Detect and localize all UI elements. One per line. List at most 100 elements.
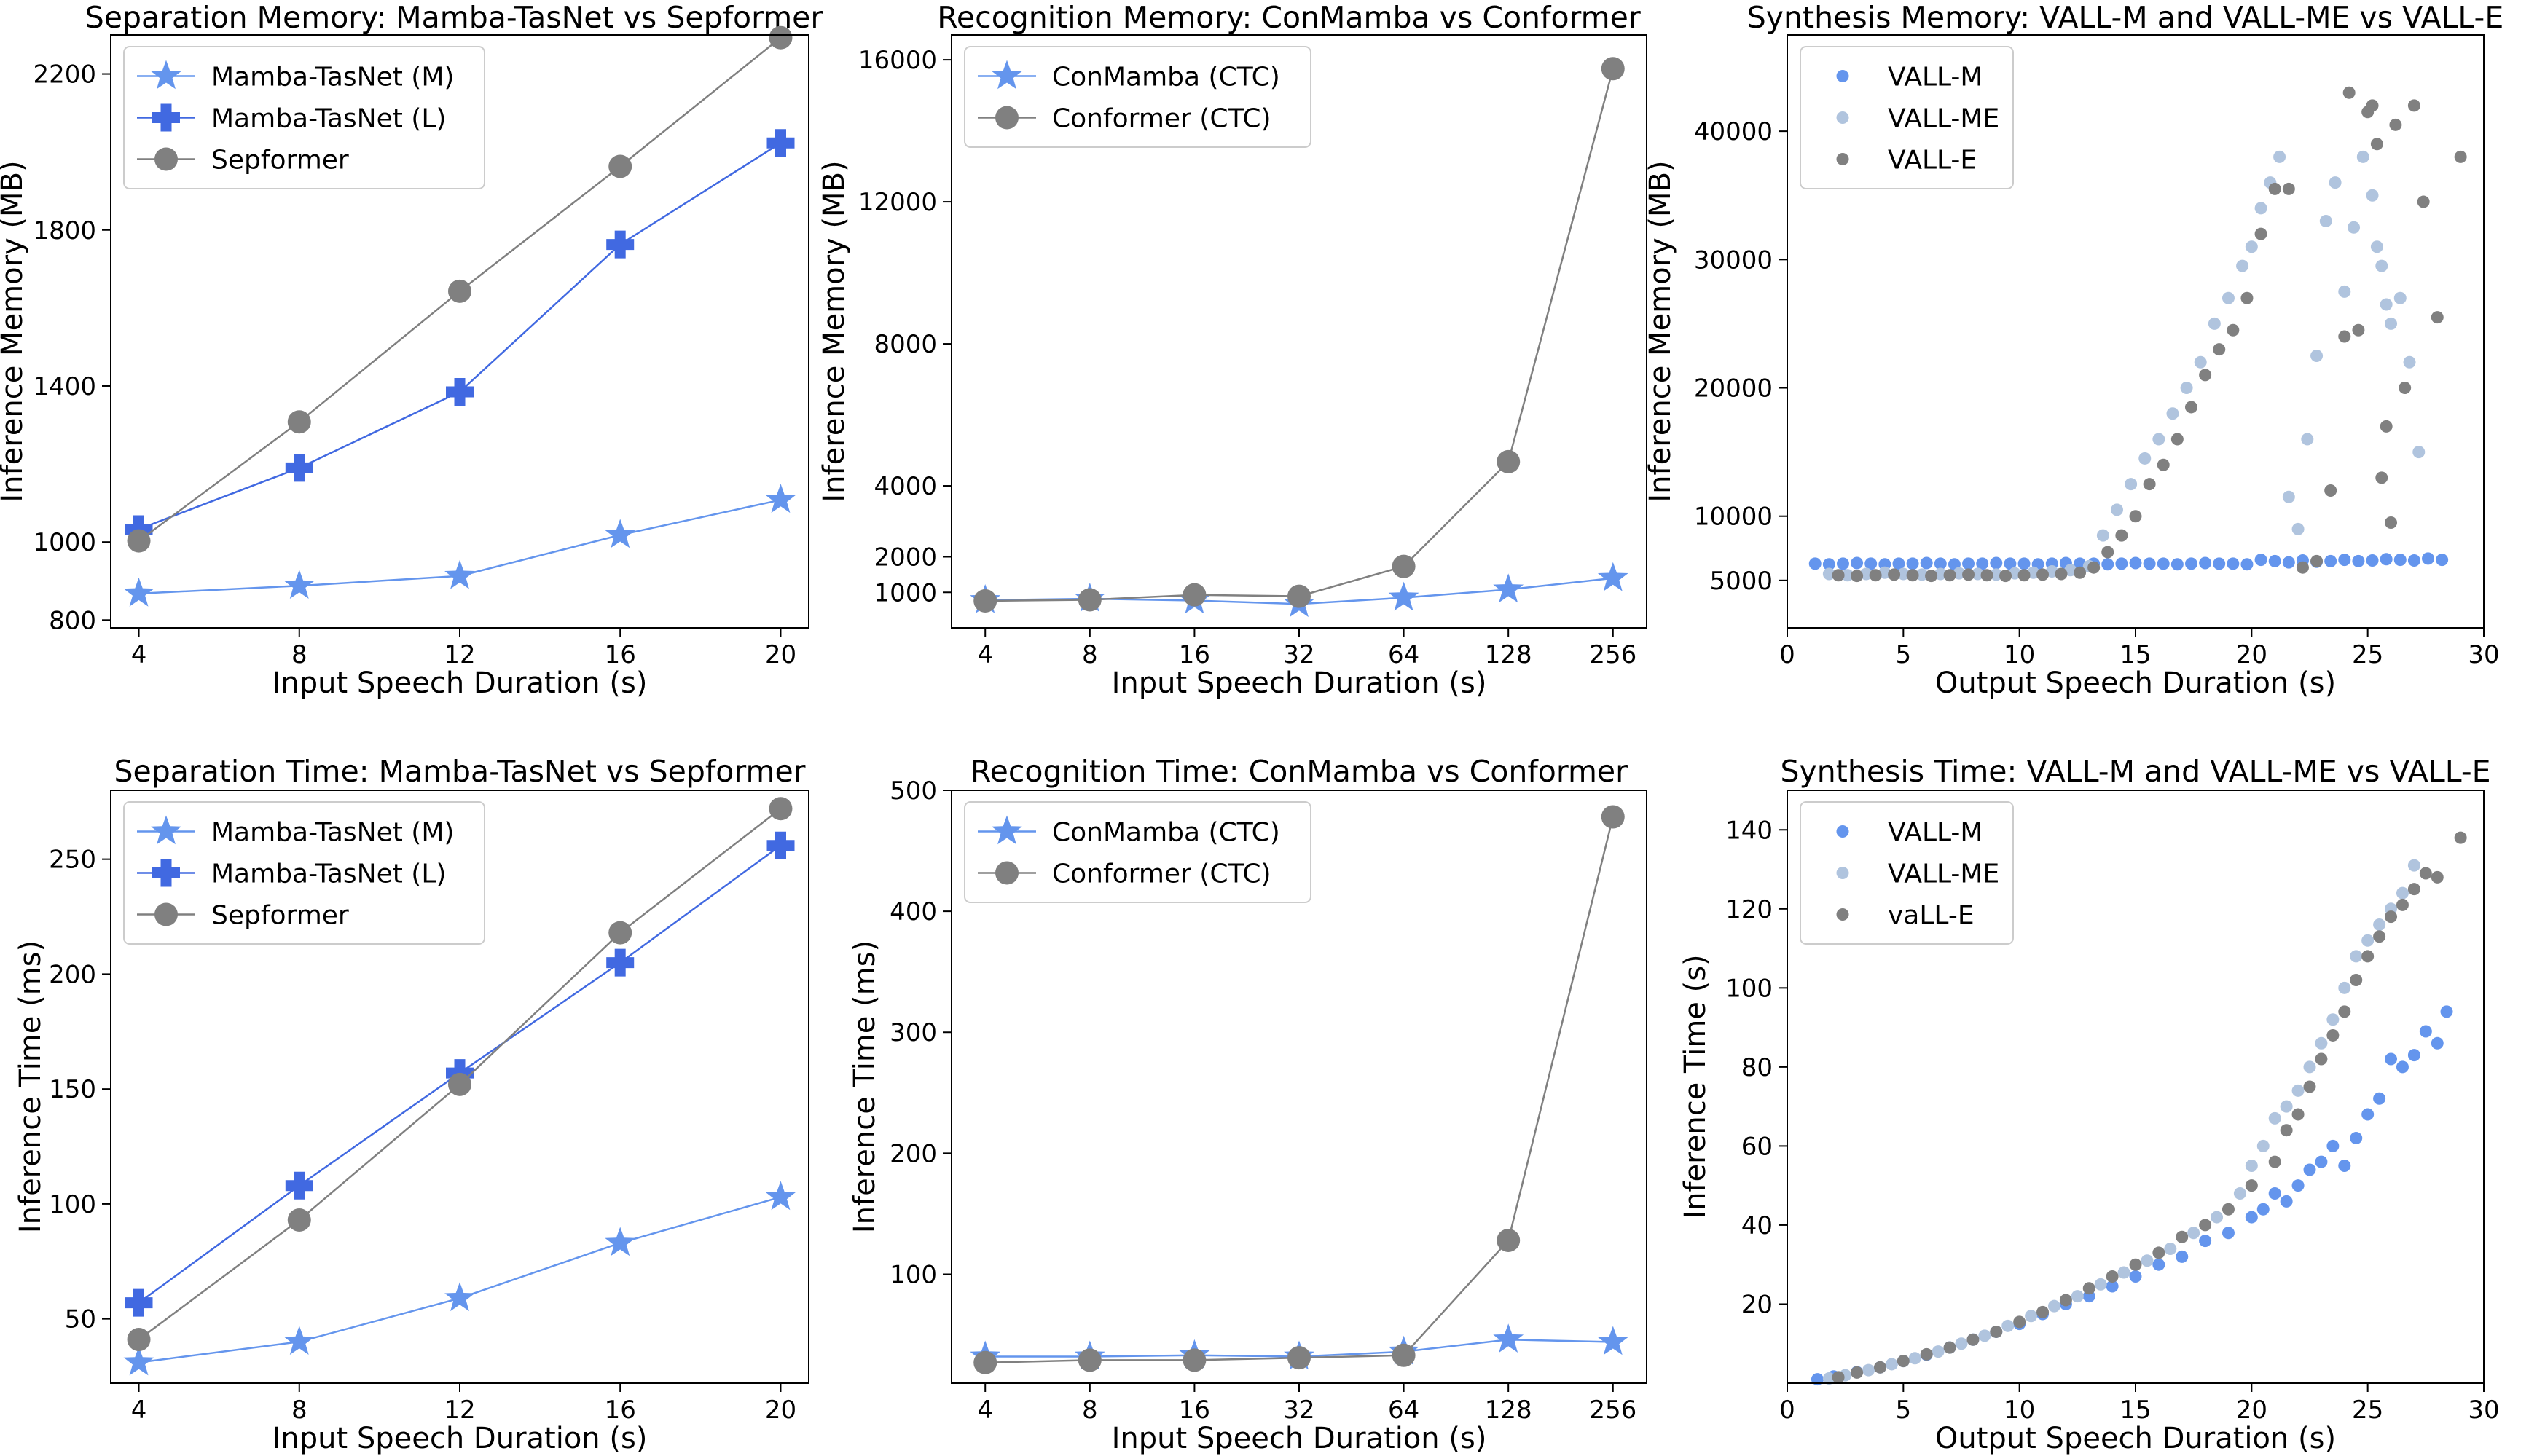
data-point [448, 1072, 471, 1096]
x-tick-label: 0 [1779, 640, 1795, 669]
y-tick-label: 40000 [1694, 117, 1773, 146]
data-point [2101, 558, 2114, 571]
x-tick-label: 256 [1589, 640, 1636, 669]
data-point [1878, 566, 1891, 579]
data-point [2096, 529, 2109, 542]
data-point [1934, 557, 1947, 570]
data-point [1908, 1352, 1921, 1365]
x-tick-label: 20 [765, 640, 796, 669]
data-point [2375, 471, 2388, 484]
data-point [1999, 570, 2012, 583]
data-point [2227, 323, 2240, 337]
data-point [2008, 567, 2021, 580]
x-axis-label: Input Speech Duration (s) [272, 666, 648, 700]
legend-label: ConMamba (CTC) [1052, 63, 1280, 93]
data-point [2199, 1219, 2212, 1232]
data-point [765, 1181, 796, 1211]
data-point [123, 577, 154, 607]
data-point [444, 1282, 475, 1312]
legend-marker [992, 60, 1022, 90]
data-point [2310, 554, 2324, 567]
data-point [2245, 1160, 2258, 1173]
x-tick-label: 128 [1485, 1396, 1532, 1425]
data-point [127, 1328, 151, 1352]
data-point [2115, 557, 2128, 570]
legend-item: VALL-E [1836, 146, 1977, 176]
data-point [2199, 1235, 2212, 1248]
data-point [2157, 458, 2170, 471]
legend: VALL-M VALL-ME vaLL-E [1800, 801, 2014, 945]
legend-marker [1836, 70, 1849, 82]
data-point [2366, 99, 2379, 112]
series-1 [1808, 552, 2449, 571]
data-point [2222, 1203, 2235, 1216]
data-point [605, 519, 636, 548]
x-tick-label: 8 [291, 1396, 307, 1425]
data-point [2403, 355, 2416, 369]
data-point [1497, 1228, 1521, 1252]
chart-title: Separation Time: Mamba-TasNet vs Sepform… [114, 754, 805, 789]
y-tick-label: 1400 [33, 372, 96, 401]
legend-label: Conformer (CTC) [1052, 859, 1271, 889]
y-tick-label: 120 [1725, 895, 1773, 924]
data-point [1859, 567, 1873, 581]
data-point [1497, 449, 1521, 473]
data-point [2129, 510, 2142, 523]
data-point [2143, 557, 2156, 570]
legend-box [964, 801, 1311, 903]
legend: VALL-M VALL-ME VALL-E [1800, 46, 2014, 189]
data-point [2094, 1278, 2107, 1291]
data-point [1836, 557, 1849, 570]
data-point [1287, 1346, 1311, 1370]
x-tick-label: 25 [2352, 1396, 2383, 1425]
y-tick-label: 80 [1741, 1053, 1773, 1082]
data-point [2282, 556, 2295, 569]
data-point [2291, 522, 2305, 535]
x-axis-label: Output Speech Duration (s) [1935, 666, 2336, 700]
data-point [1906, 569, 1919, 582]
legend-marker [1836, 867, 1849, 879]
legend-label: VALL-ME [1888, 859, 1999, 889]
y-tick-label: 20000 [1694, 374, 1773, 404]
legend-marker [152, 103, 180, 132]
synthesis-time-chart: Synthesis Time: VALL-M and VALL-ME vs VA… [1679, 754, 2500, 1455]
data-point [1078, 588, 1102, 612]
data-point [2399, 382, 2412, 395]
data-point [2419, 1025, 2432, 1038]
data-point [2245, 1211, 2258, 1224]
data-point [2352, 554, 2365, 567]
legend-marker [995, 106, 1019, 130]
x-tick-label: 20 [2236, 1396, 2267, 1425]
legend-label: Sepformer [211, 901, 349, 931]
data-point [1990, 556, 2003, 570]
legend-marker [1836, 825, 1849, 838]
legend-marker [151, 60, 181, 90]
y-tick-label: 200 [890, 1139, 937, 1168]
data-point [283, 1326, 315, 1355]
data-point [2152, 433, 2165, 446]
y-tick-label: 800 [49, 606, 96, 635]
data-point [2396, 1060, 2409, 1074]
data-point [2291, 1179, 2305, 1192]
data-point [1962, 568, 1975, 581]
data-point [2407, 883, 2420, 896]
data-point [2017, 569, 2031, 582]
data-point [2436, 554, 2449, 567]
data-point [2143, 478, 2156, 491]
data-point [2291, 1084, 2305, 1097]
data-point [2064, 564, 2077, 577]
data-point [2380, 420, 2393, 433]
data-point [287, 1208, 311, 1232]
y-tick-label: 20 [1741, 1290, 1773, 1319]
x-tick-label: 4 [977, 1396, 993, 1425]
x-tick-label: 4 [131, 1396, 147, 1425]
data-point [2129, 1258, 2142, 1271]
legend-label: VALL-ME [1888, 104, 1999, 134]
data-point [2315, 1036, 2328, 1050]
data-point [1841, 569, 1854, 582]
data-point [608, 154, 632, 178]
data-point [1493, 1323, 1524, 1353]
legend-item: vaLL-E [1836, 901, 1975, 931]
legend-item: VALL-M [1836, 818, 1983, 848]
data-point [2213, 557, 2226, 570]
